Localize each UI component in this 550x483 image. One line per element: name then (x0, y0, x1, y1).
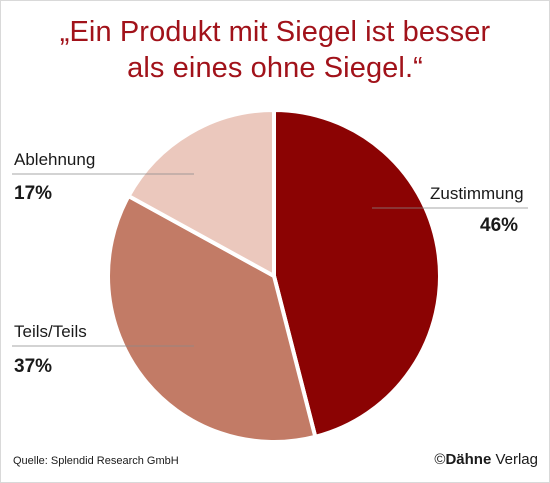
title-line-1: „Ein Produkt mit Siegel ist besser (59, 16, 491, 48)
slice-label-0: Zustimmung (430, 184, 524, 203)
slice-value-label-2: 17% (14, 183, 53, 204)
chart-title: „Ein Produkt mit Siegel ist besser als e… (0, 14, 550, 86)
source-note: Quelle: Splendid Research GmbH (13, 455, 179, 467)
pie-slice-ablehnung (126, 108, 276, 278)
publisher-logo: ©Dähne Verlag (434, 451, 538, 468)
pie-slice-zustimmung (272, 108, 442, 439)
copyright-symbol: © (434, 451, 446, 468)
pie-slice-teils-teils (106, 194, 318, 444)
slice-value-label-1: 37% (14, 356, 53, 377)
title-line-2: als eines ohne Siegel.“ (127, 52, 423, 84)
publisher-name-bold: Dähne (445, 451, 492, 468)
slice-value-label-0: 46% (480, 215, 519, 236)
slice-label-1: Teils/Teils (14, 322, 87, 341)
slice-label-2: Ablehnung (14, 150, 96, 169)
publisher-name-rest: Verlag (491, 451, 538, 468)
